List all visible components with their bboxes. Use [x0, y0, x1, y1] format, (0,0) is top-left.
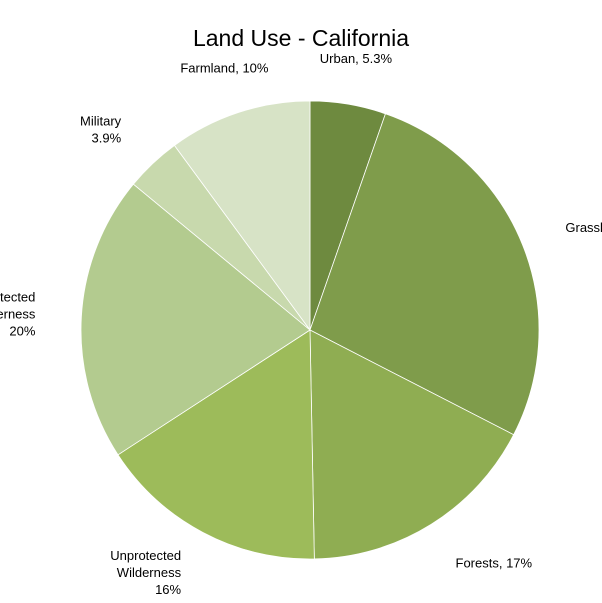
slice-label-line: Military	[80, 114, 122, 129]
pie-slice-grassland	[309, 113, 540, 436]
pie-labels: Urban, 5.3% Grassland, 27% Forests, 17% Unp…	[0, 51, 602, 597]
slice-label-line: Protected	[0, 289, 35, 304]
slice-label-protected-wilderness: Protected Wilderness 20%	[0, 289, 36, 338]
slice-label-farmland: Farmland, 10%	[180, 61, 269, 76]
slice-label-line: Wilderness	[117, 565, 182, 580]
pie-slice-unprotected-wilderness	[117, 329, 315, 560]
pie-slice-protected-wilderness	[80, 183, 311, 456]
slice-label-military: Military 3.9%	[80, 114, 122, 146]
slice-label-line: Forests, 17%	[456, 555, 533, 570]
chart-title: Land Use - California	[192, 25, 410, 51]
slice-label-line: Grassland, 27%	[565, 220, 602, 235]
slice-label-line: Unprotected	[110, 548, 181, 563]
pie-slice-forests	[309, 329, 515, 560]
slice-label-line: 3.9%	[92, 131, 122, 146]
slice-label-grassland: Grassland, 27%	[565, 220, 602, 235]
slice-label-line: Farmland, 10%	[180, 61, 269, 76]
slice-label-forests: Forests, 17%	[456, 555, 533, 570]
slice-label-urban: Urban, 5.3%	[320, 51, 393, 66]
slice-label-line: 20%	[9, 323, 35, 338]
slice-label-line: Wilderness	[0, 306, 36, 321]
slice-label-unprotected-wilderness: Unprotected Wilderness 16%	[110, 548, 181, 597]
slice-label-line: 16%	[155, 582, 181, 597]
pie-slices	[80, 100, 540, 560]
slice-label-line: Urban, 5.3%	[320, 51, 393, 66]
pie-slice-farmland	[173, 100, 311, 332]
